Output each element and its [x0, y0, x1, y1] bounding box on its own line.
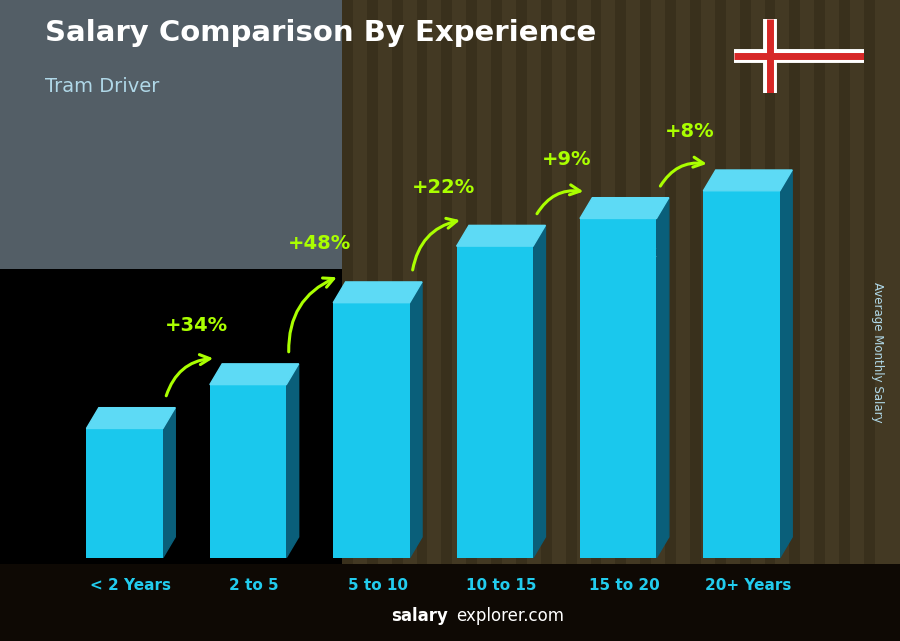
Polygon shape [286, 364, 299, 558]
Polygon shape [580, 197, 669, 219]
Polygon shape [163, 408, 176, 558]
FancyBboxPatch shape [864, 0, 875, 609]
Text: Salary Comparison By Experience: Salary Comparison By Experience [45, 19, 596, 47]
FancyBboxPatch shape [0, 0, 342, 269]
Text: salary: salary [392, 607, 448, 625]
Text: +22%: +22% [411, 178, 474, 197]
Text: +34%: +34% [165, 316, 228, 335]
Text: Tram Driver: Tram Driver [45, 77, 159, 96]
Text: 150,000 ISK: 150,000 ISK [211, 413, 286, 426]
Text: 20+ Years: 20+ Years [705, 578, 791, 594]
FancyBboxPatch shape [690, 0, 701, 609]
FancyBboxPatch shape [417, 0, 428, 609]
Polygon shape [704, 170, 792, 191]
Polygon shape [210, 364, 299, 385]
Text: 270,000 ISK: 270,000 ISK [457, 275, 533, 288]
Bar [704, 191, 780, 558]
Text: 10 to 15: 10 to 15 [466, 578, 536, 594]
FancyBboxPatch shape [541, 0, 552, 609]
Text: Average Monthly Salary: Average Monthly Salary [871, 282, 884, 423]
Text: < 2 Years: < 2 Years [90, 578, 171, 594]
Text: 5 to 10: 5 to 10 [347, 578, 408, 594]
Polygon shape [533, 226, 545, 558]
Bar [456, 246, 533, 558]
Polygon shape [656, 197, 669, 558]
FancyBboxPatch shape [590, 0, 601, 609]
Polygon shape [333, 282, 422, 303]
FancyBboxPatch shape [715, 0, 725, 609]
FancyBboxPatch shape [839, 0, 850, 609]
FancyBboxPatch shape [640, 0, 651, 609]
Bar [210, 385, 286, 558]
Bar [86, 428, 163, 558]
FancyBboxPatch shape [665, 0, 676, 609]
FancyBboxPatch shape [566, 0, 577, 609]
Text: +9%: +9% [542, 150, 591, 169]
FancyBboxPatch shape [441, 0, 452, 609]
FancyBboxPatch shape [516, 0, 526, 609]
FancyBboxPatch shape [814, 0, 825, 609]
FancyBboxPatch shape [0, 564, 900, 641]
FancyBboxPatch shape [342, 0, 353, 609]
FancyBboxPatch shape [342, 0, 900, 609]
Bar [333, 303, 410, 558]
FancyBboxPatch shape [491, 0, 502, 609]
FancyBboxPatch shape [765, 0, 776, 609]
FancyBboxPatch shape [367, 0, 378, 609]
FancyBboxPatch shape [616, 0, 626, 609]
FancyBboxPatch shape [466, 0, 477, 609]
Polygon shape [456, 226, 545, 246]
FancyBboxPatch shape [0, 0, 900, 269]
Text: 15 to 20: 15 to 20 [589, 578, 660, 594]
Text: 112,000 ISK: 112,000 ISK [87, 457, 162, 470]
FancyBboxPatch shape [740, 0, 751, 609]
FancyBboxPatch shape [789, 0, 800, 609]
Text: explorer.com: explorer.com [456, 607, 564, 625]
Bar [580, 219, 656, 558]
Text: 318,000 ISK: 318,000 ISK [704, 220, 779, 233]
Text: +48%: +48% [288, 235, 351, 253]
Polygon shape [780, 170, 792, 558]
Polygon shape [410, 282, 422, 558]
Text: +8%: +8% [665, 122, 715, 142]
Text: 2 to 5: 2 to 5 [230, 578, 279, 594]
Polygon shape [86, 408, 176, 428]
Text: 221,000 ISK: 221,000 ISK [334, 331, 410, 344]
Text: 294,000 ISK: 294,000 ISK [580, 247, 656, 260]
FancyBboxPatch shape [392, 0, 402, 609]
